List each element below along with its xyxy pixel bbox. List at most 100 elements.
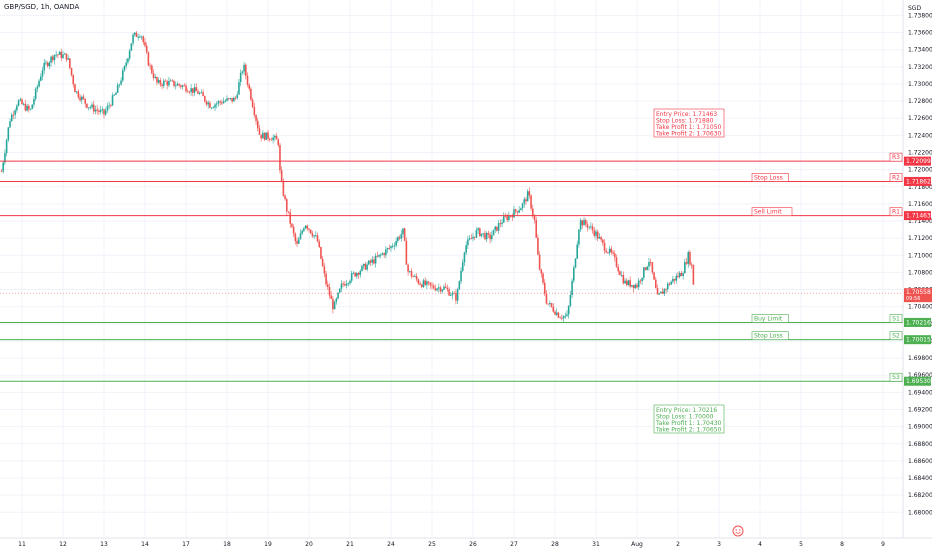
candle-body [525,199,527,202]
candle-body [562,316,565,319]
candle-body [152,73,155,78]
candle-body [598,237,601,239]
y-tick-label: 1.72800 [908,98,932,105]
x-tick-label: 2 [676,541,680,548]
candle-body [128,50,131,59]
candle-body [65,53,68,60]
x-tick-label: 25 [428,541,436,548]
candle-body [92,104,95,112]
candle-body [26,105,28,111]
candle-body [367,260,370,265]
candle-body [670,281,672,285]
candle-body [395,241,397,246]
candle-body [578,229,580,245]
candle-body [497,223,500,231]
level-tag-box [889,173,903,182]
y-tick-label: 1.72400 [908,132,932,139]
candle-body [501,222,503,225]
candle-body [210,107,213,109]
candle-body [151,65,153,74]
candle-body [282,181,285,196]
candle-body [87,107,90,109]
y-tick-label: 1.73600 [908,30,932,37]
candle-body [624,280,626,284]
candle-body [303,228,305,231]
grid-lines [0,0,903,538]
x-tick-label: 11 [18,541,26,548]
candle-body [154,77,157,78]
x-tick-label: 12 [59,541,67,548]
level-tag-box [889,331,903,340]
x-tick-label: 28 [551,541,559,548]
candle-body [50,56,52,63]
candle-body [581,220,584,226]
candle-body [397,237,399,242]
candle-body [426,281,428,285]
candle-body [460,270,462,282]
y-tick-label: 1.69400 [908,389,932,396]
candle-body [492,229,495,236]
x-tick-label: 18 [223,541,231,548]
candle-body [443,286,445,290]
sell-tp2-text: Take Profit 2: 1.70630 [655,131,722,138]
candle-body [689,251,691,265]
candle-body [385,249,387,256]
candle-body [342,283,344,285]
candle-body [190,88,192,92]
candle-body [643,267,645,278]
candle-body [98,110,100,112]
candle-body [46,62,49,67]
buy-info-box: Entry Price: 1.70216 Stop Loss: 1.70000 … [653,404,725,434]
candle-body [672,278,674,282]
candle-body [185,85,187,92]
candle-body [470,238,473,240]
candle-body [120,80,122,85]
candle-body [521,203,524,209]
time-axis[interactable]: 11 12 13 14 17 18 19 20 21 24 25 26 27 28 31 Aug 2 3 4 5 8 9 [0,537,932,548]
candle-body [48,62,51,67]
candle-body [164,80,167,82]
level-price-label: 1.70216 [906,319,931,326]
level-tag-box [889,152,903,162]
candle-body [523,199,526,204]
candle-body [639,280,642,282]
candle-body [130,43,133,51]
candle-body [625,280,628,285]
candle-body [554,311,556,315]
candle-body [612,252,614,254]
candle-body [301,230,303,234]
candle-body [518,210,520,213]
candle-body [195,87,198,92]
candle-body [668,283,671,285]
candle-body [636,284,638,288]
candle-body [513,209,515,218]
candle-body [318,241,321,247]
x-tick-label: 24 [387,541,395,548]
candle-body [448,289,450,296]
candle-body [275,135,278,140]
candle-body [267,132,269,139]
candle-body [236,94,239,98]
candle-body [332,298,334,310]
smiley-icon[interactable] [732,525,744,537]
candle-body [607,252,609,254]
price-axis[interactable]: SGD 1.73800 1.73600 1.73400 1.73200 1.73000 1… [902,0,932,550]
x-tick-label: 17 [182,541,190,548]
candle-body [255,115,257,121]
last-price-marker: 1.70558 09:56 [0,288,932,303]
candle-body [325,273,327,285]
candle-body [328,287,331,296]
candle-body [280,170,283,182]
candle-body [391,246,394,247]
candle-body [135,32,138,38]
candle-body [420,284,423,288]
x-tick-label: 13 [100,541,108,548]
candle-body [576,244,579,259]
candle-body [590,226,592,228]
candle-body [38,80,40,87]
candle-body [51,56,54,61]
candle-body [646,266,649,270]
candle-body [21,99,23,105]
candle-body [654,279,657,289]
